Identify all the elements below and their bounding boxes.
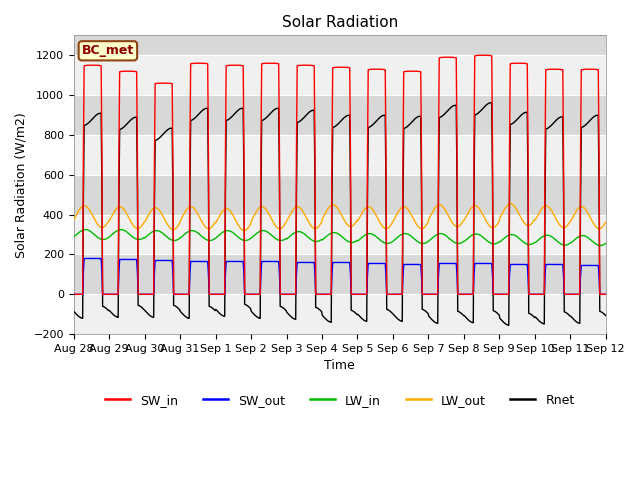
Line: Rnet: Rnet [74, 103, 605, 325]
Line: LW_in: LW_in [74, 229, 605, 245]
LW_in [79, 227, 87, 233]
LW_out [420, 225, 428, 230]
Bar [74, 135, 605, 175]
Rnet [420, 307, 428, 313]
SW_out [135, 291, 143, 297]
LW_in [405, 232, 413, 238]
SW_out [602, 291, 609, 297]
SW_in [188, 60, 196, 66]
SW_in [420, 291, 428, 297]
Bar [74, 254, 605, 294]
LW_out [188, 204, 196, 210]
SW_out [405, 262, 413, 267]
Legend: SW_in, SW_out, LW_in, LW_out, Rnet: SW_in, SW_out, LW_in, LW_out, Rnet [100, 389, 580, 411]
Bar [74, 55, 605, 95]
LW_out [240, 228, 248, 233]
LW_out [602, 219, 609, 225]
Rnet [404, 123, 412, 129]
SW_out [217, 291, 225, 297]
LW_out [79, 203, 87, 209]
LW_in [596, 242, 604, 248]
LW_out [216, 212, 224, 217]
LW_in [420, 240, 428, 246]
Bar [74, 175, 605, 215]
Rnet [216, 311, 224, 317]
LW_in [602, 240, 609, 246]
LW_in [70, 234, 77, 240]
Bar [74, 294, 605, 334]
Rnet [188, 117, 196, 123]
LW_in [82, 227, 90, 232]
Rnet [602, 312, 609, 318]
Line: SW_in: SW_in [74, 55, 605, 294]
LW_out [405, 208, 413, 214]
SW_in [479, 52, 487, 58]
LW_in [189, 228, 196, 233]
X-axis label: Time: Time [324, 360, 355, 372]
Y-axis label: Solar Radiation (W/m2): Solar Radiation (W/m2) [15, 112, 28, 258]
Rnet [487, 100, 495, 106]
LW_in [217, 231, 225, 237]
SW_in [70, 291, 77, 297]
Line: SW_out: SW_out [74, 258, 605, 294]
SW_out [79, 269, 87, 275]
LW_out [506, 201, 514, 206]
SW_out [420, 291, 428, 297]
Bar [74, 36, 605, 55]
SW_out [88, 255, 96, 261]
Text: BC_met: BC_met [82, 44, 134, 57]
Rnet [134, 302, 142, 308]
SW_in [79, 148, 87, 154]
LW_out [134, 226, 142, 231]
Bar [74, 95, 605, 135]
SW_in [134, 291, 142, 297]
Rnet [70, 309, 77, 314]
Rnet [505, 323, 513, 328]
Title: Solar Radiation: Solar Radiation [282, 15, 398, 30]
LW_out [70, 217, 77, 223]
SW_out [70, 291, 77, 297]
LW_in [135, 237, 143, 242]
Rnet [79, 195, 87, 201]
Bar [74, 215, 605, 254]
SW_in [404, 68, 412, 74]
SW_in [602, 291, 609, 297]
SW_in [216, 291, 224, 297]
Line: LW_out: LW_out [74, 204, 605, 230]
SW_out [189, 259, 196, 264]
